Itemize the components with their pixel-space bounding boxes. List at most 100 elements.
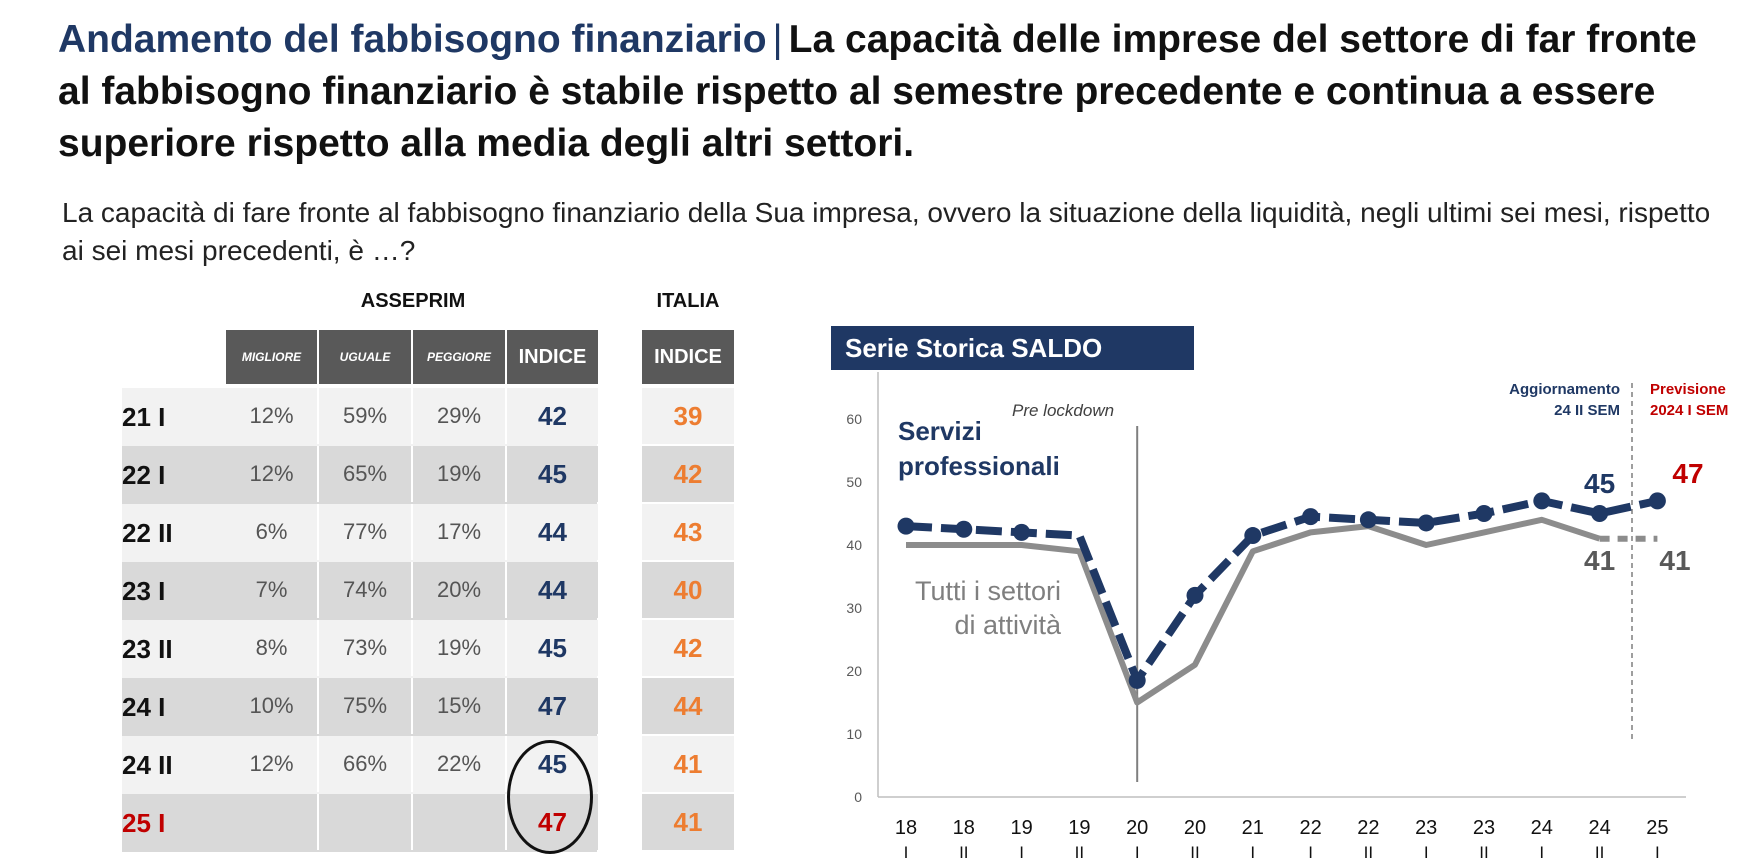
header-peggiore: PEGGIORE [413, 330, 505, 384]
italia-indice: 42 [642, 620, 734, 676]
header-indice-italia: INDICE [642, 330, 734, 384]
series-servizi-point [1128, 671, 1146, 689]
italia-indice: 40 [642, 562, 734, 618]
cell-uguale: 74% [342, 577, 388, 602]
cell-uguale: 65% [342, 461, 388, 486]
cell-uguale: 66% [342, 751, 388, 776]
tutti-label: di attività [954, 610, 1062, 640]
series-servizi-point [1013, 523, 1031, 541]
x-tick-label: I [904, 843, 909, 861]
servizi-label: Servizi [898, 416, 982, 446]
y-tick-label: 30 [846, 600, 862, 616]
cell-divider [505, 736, 507, 792]
y-tick-label: 40 [846, 537, 862, 553]
cell-uguale [319, 794, 411, 850]
cell-uguale: 77% [342, 519, 388, 544]
cell-divider [317, 388, 319, 444]
row-cells: 8% 73% 19% 45 [226, 620, 598, 676]
x-tick-label: II [1364, 843, 1373, 861]
cell-peggiore: 19% [436, 635, 482, 660]
table-row: 23 I 7% 74% 20% 44 [122, 562, 598, 620]
x-tick-label: 19 [1068, 817, 1090, 839]
x-tick-label: 24 [1588, 817, 1610, 839]
italia-indice: 43 [642, 504, 734, 560]
row-cells: 6% 77% 17% 44 [226, 504, 598, 560]
headline-text: La capacità delle imprese del settore di… [58, 18, 1697, 165]
x-tick-label: I [1135, 843, 1140, 861]
table-row: 24 I 10% 75% 15% 47 [122, 678, 598, 736]
cell-divider [505, 446, 507, 502]
cell-migliore: 6% [255, 519, 288, 544]
italia-indice: 41 [642, 736, 734, 792]
headline-separator: | [772, 18, 783, 61]
cell-migliore: 7% [255, 577, 288, 602]
cell-migliore: 12% [249, 403, 294, 428]
x-tick-label: 24 [1531, 817, 1553, 839]
y-tick-label: 50 [846, 474, 862, 490]
value-label-45: 45 [1584, 468, 1615, 499]
series-tutti-line [906, 516, 1601, 706]
table-row: 21 I 12% 59% 29% 42 [122, 388, 598, 446]
cell-divider [317, 446, 319, 502]
x-tick-label: 20 [1184, 817, 1206, 839]
y-tick-label: 60 [846, 411, 862, 427]
highlight-ellipse [507, 740, 593, 854]
row-period: 22 I [122, 460, 166, 490]
x-tick-label: II [959, 843, 968, 861]
x-tick-label: I [1019, 843, 1024, 861]
x-tick-label: I [1655, 843, 1660, 861]
row-cells: 7% 74% 20% 44 [226, 562, 598, 618]
headline-topic: Andamento del fabbisogno finanziario [58, 18, 767, 61]
series-servizi-point [1186, 586, 1204, 604]
header-indice: INDICE [507, 330, 598, 384]
cell-uguale: 73% [342, 635, 388, 660]
row-period: 25 I [122, 808, 166, 838]
cell-indice: 44 [538, 517, 567, 547]
cell-divider [505, 678, 507, 734]
series-servizi-line [905, 496, 1659, 685]
cell-indice: 45 [538, 633, 567, 663]
value-label-47: 47 [1672, 458, 1703, 489]
header-uguale: UGUALE [319, 330, 411, 384]
row-cells: 10% 75% 15% 47 [226, 678, 598, 734]
cell-divider [317, 794, 319, 850]
x-tick-label: II [1479, 843, 1488, 861]
x-tick-label: 25 [1646, 817, 1668, 839]
cell-peggiore: 19% [436, 461, 482, 486]
cell-divider [317, 678, 319, 734]
cell-divider [411, 736, 413, 792]
row-period: 23 I [122, 576, 166, 606]
row-period: 21 I [122, 402, 166, 432]
cell-divider [411, 388, 413, 444]
cell-divider [411, 620, 413, 676]
x-tick-label: 22 [1357, 817, 1379, 839]
series-servizi-point [1648, 492, 1666, 510]
cell-divider [317, 562, 319, 618]
series-servizi-point [1475, 505, 1493, 522]
cell-divider [317, 504, 319, 560]
update-label: Aggiornamento [1509, 381, 1620, 398]
cell-indice: 47 [538, 691, 567, 721]
y-tick-label: 10 [846, 726, 862, 742]
cell-divider [411, 794, 413, 850]
y-tick-label: 20 [846, 663, 862, 679]
cell-divider [505, 794, 507, 850]
servizi-label: professionali [898, 451, 1060, 481]
x-tick-label: 20 [1126, 817, 1148, 839]
forecast-label: 2024 I SEM [1650, 402, 1728, 419]
x-tick-label: I [1250, 843, 1255, 861]
series-servizi-point [1533, 492, 1551, 510]
survey-question: La capacità di fare fronte al fabbisogno… [62, 197, 1711, 266]
x-tick-label: 18 [895, 817, 917, 839]
cell-migliore: 12% [249, 461, 294, 486]
cell-uguale: 59% [342, 403, 388, 428]
chart-title: Serie Storica SALDO [831, 326, 1194, 370]
cell-indice: 42 [538, 401, 567, 431]
series-servizi-point [1591, 505, 1609, 522]
group-label-italia: ITALIA [656, 290, 720, 312]
table-row: 22 I 12% 65% 19% 45 [122, 446, 598, 504]
pre-lockdown-label: Pre lockdown [1012, 401, 1114, 420]
cell-divider [411, 446, 413, 502]
italia-indice: 44 [642, 678, 734, 734]
cell-divider [505, 620, 507, 676]
